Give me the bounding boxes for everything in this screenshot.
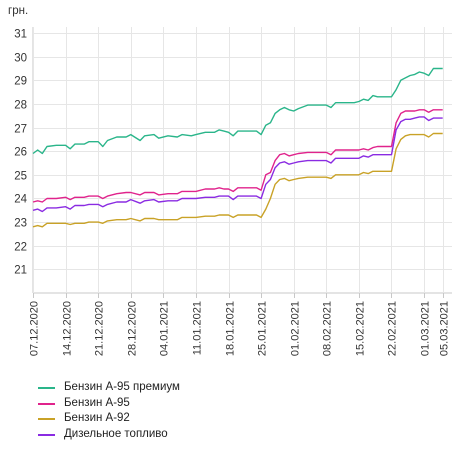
legend-label: Дизельное топливо xyxy=(64,427,168,440)
legend-label: Бензин А-95 xyxy=(64,396,130,409)
y-tick-label: 23 xyxy=(14,218,27,230)
y-tick-label: 24 xyxy=(14,194,27,206)
y-tick-label: 25 xyxy=(14,171,27,183)
x-tick-label: 05.03.2021 xyxy=(439,301,451,356)
series-line xyxy=(32,109,443,203)
x-tick-label: 01.02.2021 xyxy=(290,301,302,356)
x-tick-label: 21.12.2020 xyxy=(94,301,106,356)
series-lines xyxy=(32,67,443,228)
legend-item: Бензин А-92 xyxy=(38,411,180,427)
y-tick-label: 22 xyxy=(14,242,27,254)
x-tick-label: 11.01.2021 xyxy=(192,301,204,355)
legend-label: Бензин А-95 премиум xyxy=(64,381,180,393)
series-line xyxy=(32,116,443,213)
y-tick-label: 31 xyxy=(14,29,27,41)
x-tick-labels: 07.12.2020 14.12.2020 21.12.2020 28.12.2020… xyxy=(29,301,451,356)
x-tick-label: 04.01.2021 xyxy=(159,301,171,356)
legend-item: Бензин А-95 xyxy=(38,396,180,412)
y-tick-label: 26 xyxy=(14,147,27,159)
legend-label: Бензин А-92 xyxy=(64,412,130,424)
y-tick-label: 29 xyxy=(14,76,27,88)
y-tick-labels: 21 22 23 24 25 26 27 28 29 30 31 xyxy=(14,29,27,277)
legend-item: Дизельное топливо xyxy=(38,427,180,443)
y-tick-label: 21 xyxy=(14,265,27,277)
x-tick-label: 25.01.2021 xyxy=(257,301,269,356)
legend-swatch xyxy=(38,402,55,405)
legend-swatch xyxy=(38,433,55,436)
legend-swatch xyxy=(38,387,55,389)
y-tick-label: 28 xyxy=(14,100,27,112)
x-tick-label: 07.12.2020 xyxy=(29,301,41,356)
x-tick-label: 01.03.2021 xyxy=(420,301,432,356)
x-tick-label: 14.12.2020 xyxy=(62,301,74,356)
x-tick-label: 22.02.2021 xyxy=(387,301,399,356)
x-tick-label: 18.01.2021 xyxy=(225,301,237,356)
x-tick-label: 08.02.2021 xyxy=(322,301,334,356)
y-tick-label: 30 xyxy=(14,53,27,65)
x-tick-label: 28.12.2020 xyxy=(127,301,139,356)
grid-lines xyxy=(32,27,452,298)
legend-swatch xyxy=(38,418,55,420)
x-tick-label: 15.02.2021 xyxy=(355,301,367,356)
series-line xyxy=(32,132,443,228)
y-unit-label: грн. xyxy=(8,5,28,17)
series-line xyxy=(32,67,443,155)
y-tick-label: 27 xyxy=(14,124,27,136)
legend-item: Бензин А-95 премиум xyxy=(38,380,180,396)
chart-legend: Бензин А-95 премиум Бензин А-95 Бензин А-9… xyxy=(38,380,180,442)
